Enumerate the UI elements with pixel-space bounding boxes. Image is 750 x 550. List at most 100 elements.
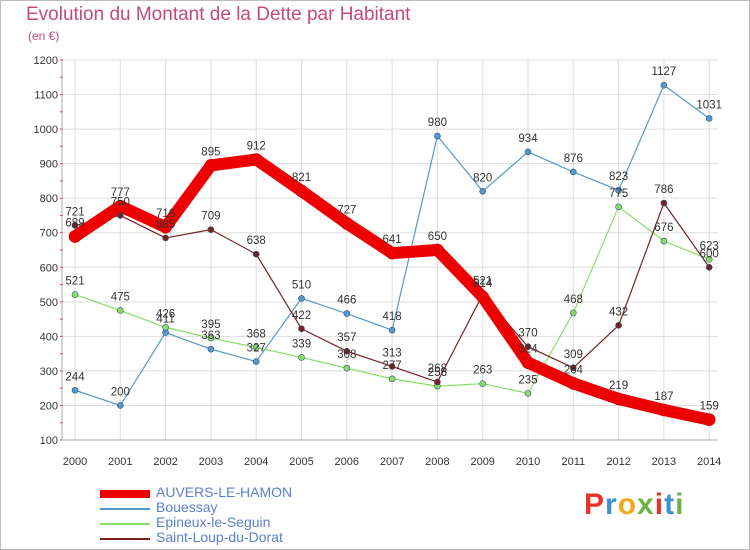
legend-item-saint-loup: Saint-Loup-du-Dorat <box>100 529 360 547</box>
data-point <box>660 81 668 89</box>
data-point <box>479 380 487 387</box>
y-tick-label: 600 <box>40 262 58 274</box>
y-tick-label: 300 <box>40 366 58 378</box>
x-tick-label: 2000 <box>63 456 87 468</box>
data-point <box>295 184 308 198</box>
data-point <box>343 347 351 355</box>
data-label: 777 <box>111 187 130 199</box>
data-label: 638 <box>247 235 266 247</box>
data-label: 159 <box>700 401 719 413</box>
data-label: 363 <box>201 330 220 342</box>
logo-letter: t <box>664 488 676 521</box>
data-point <box>252 358 260 365</box>
data-point <box>204 159 218 172</box>
data-label: 514 <box>473 278 493 290</box>
data-point <box>476 290 490 304</box>
data-label: 308 <box>337 349 356 361</box>
data-label: 727 <box>337 204 356 216</box>
data-label: 327 <box>247 343 266 355</box>
data-point <box>524 390 532 397</box>
data-point <box>660 237 668 245</box>
x-tick-label: 2014 <box>697 456 721 468</box>
x-tick-label: 2013 <box>652 456 676 468</box>
data-label: 750 <box>111 196 130 208</box>
data-label: 411 <box>156 314 174 326</box>
data-label: 895 <box>201 146 220 158</box>
data-label: 426 <box>156 308 175 320</box>
data-point <box>569 309 577 317</box>
data-point <box>340 217 354 230</box>
legend-item-bouessay: Bouessay <box>100 499 360 517</box>
data-point <box>479 187 487 195</box>
data-label: 309 <box>564 349 583 361</box>
data-label: 357 <box>337 332 356 344</box>
data-point <box>252 250 260 258</box>
data-point <box>705 115 713 122</box>
data-label: 277 <box>383 360 402 372</box>
data-point <box>68 230 82 243</box>
data-label: 475 <box>111 291 130 303</box>
legend-label: Saint-Loup-du-Dorat <box>156 529 283 545</box>
data-point <box>385 246 399 260</box>
data-point <box>615 203 622 211</box>
y-tick-label: 100 <box>40 435 58 447</box>
y-tick-label: 800 <box>40 193 58 205</box>
data-point <box>207 226 215 233</box>
x-tick-label: 2006 <box>335 456 359 468</box>
legend-label: Bouessay <box>156 499 218 515</box>
legend-swatch <box>100 538 150 540</box>
data-label: 432 <box>609 306 628 318</box>
data-label: 339 <box>292 338 311 350</box>
data-label: 685 <box>156 219 175 231</box>
data-point <box>162 234 169 242</box>
y-tick-label: 500 <box>40 297 58 309</box>
chart-unit-label: (en €) <box>28 29 60 43</box>
data-label: 521 <box>65 276 84 288</box>
data-label: 510 <box>292 279 311 291</box>
x-tick-label: 2011 <box>561 456 585 468</box>
data-point <box>162 324 169 331</box>
data-point <box>252 344 260 351</box>
data-label: 268 <box>428 363 447 375</box>
logo-letter: i <box>675 488 685 521</box>
data-point <box>207 334 215 342</box>
legend-label: AUVERS-LE-HAMON <box>156 484 293 500</box>
data-point <box>657 403 671 417</box>
data-label: 650 <box>428 231 447 243</box>
y-tick-label: 900 <box>40 159 58 171</box>
legend-label: Epineux-le-Seguin <box>156 514 271 530</box>
data-point <box>114 199 127 213</box>
x-tick-label: 2008 <box>425 456 449 468</box>
data-label: 313 <box>383 347 402 359</box>
data-label: 934 <box>518 133 538 145</box>
data-label: 235 <box>518 374 537 386</box>
data-label: 820 <box>473 172 492 184</box>
data-label: 521 <box>473 276 492 288</box>
data-label: 466 <box>337 295 356 307</box>
legend-swatch <box>100 523 150 525</box>
data-point <box>249 153 263 166</box>
data-label: 721 <box>65 206 84 218</box>
data-point <box>298 325 305 333</box>
x-tick-label: 2010 <box>516 456 540 468</box>
data-point <box>660 199 668 207</box>
data-label: 219 <box>609 380 628 392</box>
data-point <box>705 256 713 263</box>
data-point <box>117 307 124 314</box>
x-tick-label: 2009 <box>470 456 494 468</box>
x-tick-label: 2001 <box>108 456 132 468</box>
data-point <box>117 402 124 409</box>
y-tick-label: 1000 <box>34 124 58 136</box>
data-point <box>434 132 441 140</box>
data-point <box>343 310 351 317</box>
y-tick-label: 400 <box>40 331 58 343</box>
data-point <box>343 364 351 372</box>
data-point <box>521 356 535 369</box>
x-tick-label: 2004 <box>244 456 268 468</box>
data-label: 264 <box>564 364 584 376</box>
data-point <box>431 243 444 257</box>
data-label: 368 <box>247 328 266 340</box>
data-point <box>702 413 716 426</box>
chart-title: Evolution du Montant de la Dette par Hab… <box>26 4 411 25</box>
data-point <box>388 326 396 334</box>
